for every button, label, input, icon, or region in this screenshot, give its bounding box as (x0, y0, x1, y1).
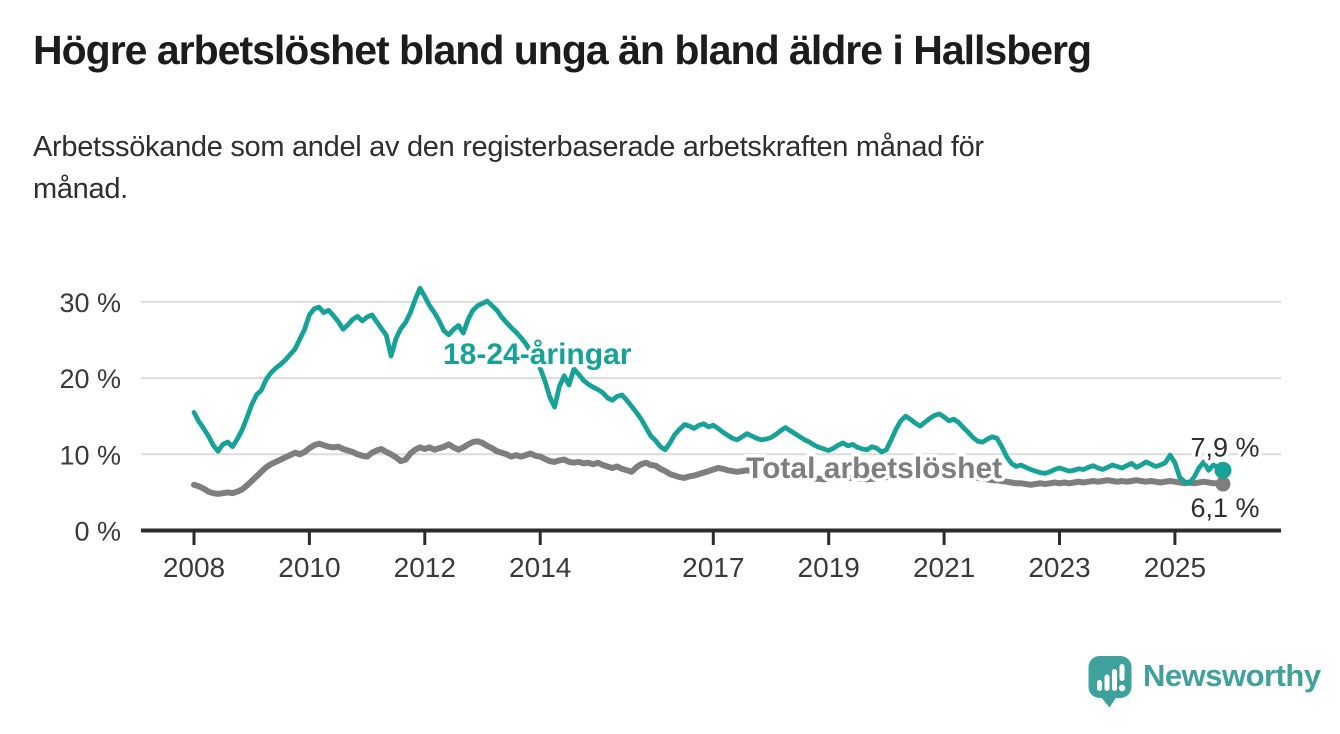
end-value-label-1: 7,9 % (1190, 432, 1259, 462)
end-dot-1 (1214, 461, 1232, 479)
series-label-1: 18-24-åringar (443, 338, 632, 371)
y-axis-label-30: 30 % (59, 288, 121, 318)
series-line-1 (191, 285, 1226, 486)
subtitle-line-1: Arbetssökande som andel av den registerb… (33, 131, 984, 163)
x-axis-label-2008: 2008 (163, 552, 225, 583)
x-axis-label-2014: 2014 (509, 552, 571, 583)
x-axis-label-2023: 2023 (1028, 552, 1090, 583)
x-axis-label-2017: 2017 (682, 552, 744, 583)
x-axis-label-2019: 2019 (798, 552, 860, 583)
end-value-label-0: 6,1 % (1190, 493, 1259, 523)
page-title: Högre arbetslöshet bland unga än bland ä… (33, 27, 1092, 73)
x-axis-label-2012: 2012 (394, 552, 456, 583)
x-axis-label-2021: 2021 (913, 552, 975, 583)
series-label-0: Total arbetslöshet (746, 452, 1002, 485)
newsworthy-logo: Newsworthy (1086, 655, 1321, 708)
y-axis-label-0: 0 % (74, 517, 121, 547)
y-axis-label-10: 10 % (59, 440, 121, 470)
newsworthy-bar-chart-icon (1088, 656, 1132, 708)
series-line-0 (191, 438, 1226, 497)
end-dot-0 (1215, 476, 1231, 492)
x-axis-label-2025: 2025 (1144, 552, 1206, 583)
subtitle-line-2: månad. (33, 173, 128, 205)
y-axis-label-20: 20 % (59, 364, 121, 394)
chart-subtitle: Arbetssökande som andel av den registerb… (33, 126, 984, 210)
newsworthy-wordmark: Newsworthy (1143, 658, 1321, 693)
x-axis-label-2010: 2010 (278, 552, 340, 583)
